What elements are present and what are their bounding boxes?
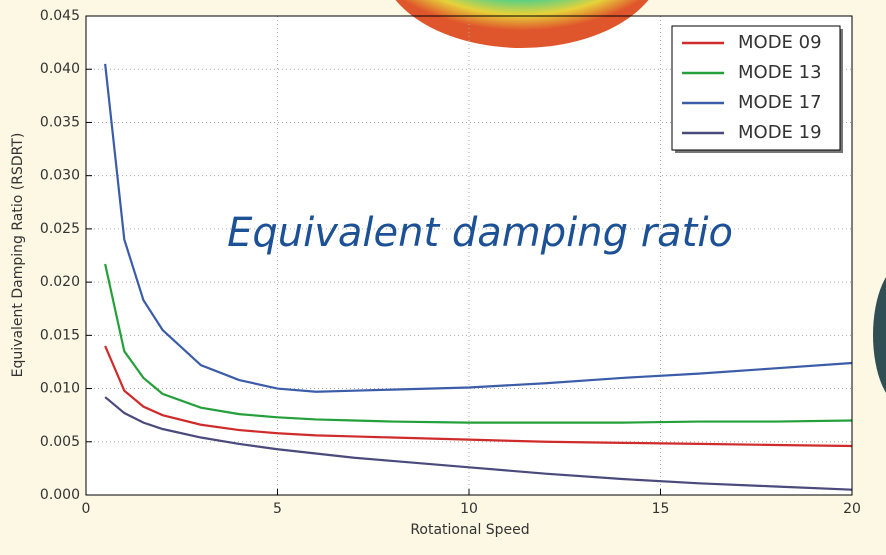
series-line: [104, 345, 853, 448]
y-tick-label: 0.025: [40, 221, 80, 237]
x-tick-label: 5: [273, 501, 282, 517]
y-tick-label: 0.005: [40, 434, 80, 450]
y-tick-label: 0.015: [40, 327, 80, 343]
x-axis-label: Rotational Speed: [410, 522, 529, 538]
y-axis-label: Equivalent Damping Ratio (RSDRT): [10, 133, 26, 378]
y-tick-label: 0.035: [40, 114, 80, 130]
x-tick-label: 20: [843, 501, 861, 517]
x-tick-label: 15: [652, 501, 670, 517]
legend-label: MODE 09: [738, 32, 822, 53]
legend-label: MODE 19: [738, 122, 822, 143]
decor-rotor-side: [873, 277, 886, 393]
legend-label: MODE 17: [738, 92, 822, 113]
plot-frame: [85, 15, 853, 496]
x-tick-label: 10: [460, 501, 478, 517]
legend-box: [671, 25, 841, 151]
legend-label: MODE 13: [738, 62, 822, 83]
y-tick-label: 0.020: [40, 274, 80, 290]
decor-rotor: [395, 0, 649, 48]
y-tick-label: 0.045: [40, 8, 80, 24]
y-tick-label: 0.030: [40, 168, 80, 184]
y-tick-label: 0.040: [40, 61, 80, 77]
series-line: [104, 263, 853, 424]
x-tick-label: 0: [82, 501, 91, 517]
y-tick-label: 0.000: [40, 487, 80, 503]
series-line: [104, 396, 853, 491]
y-tick-label: 0.010: [40, 381, 80, 397]
legend: MODE 09 MODE 13 MODE 17 MODE 19: [671, 25, 843, 153]
series-line: [104, 63, 853, 393]
annotation: Equivalent damping ratio: [227, 210, 733, 256]
